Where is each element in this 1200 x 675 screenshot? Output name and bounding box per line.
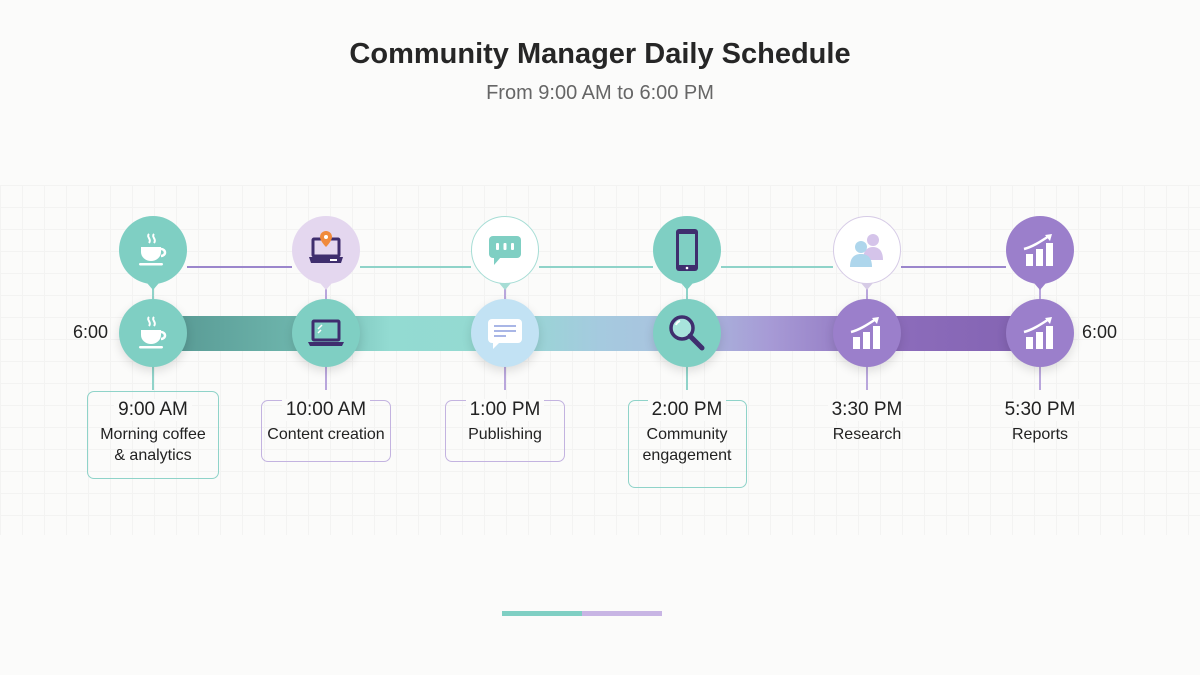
growth-chart-icon [1020,313,1060,353]
card-frame [87,391,219,479]
page-subtitle: From 9:00 AM to 6:00 PM [486,82,714,104]
schedule-card: 10:00 AM Content creation [261,391,391,462]
activity-label: Community engagement [642,426,732,464]
pin-pointer [861,283,873,290]
stem-line [152,366,154,390]
timeline-node-5[interactable] [833,299,901,367]
activity-label: Publishing [468,426,542,443]
schedule-card: 2:00 PM Community engagement [627,391,747,488]
time-label: 10:00 AM [281,399,371,421]
coffee-cup-icon [133,313,173,353]
activity-label: Reports [1011,426,1069,443]
time-label: 2:00 PM [647,399,727,421]
stem-line [504,366,506,390]
stem-line [325,366,327,390]
timeline-node-2[interactable] [292,299,360,367]
timeline-node-6[interactable] [1006,299,1074,367]
connector-line [539,266,653,268]
time-label: 3:30 PM [827,399,907,421]
start-time-label: 6:00 [73,322,109,342]
timeline-node-1[interactable] [119,299,187,367]
end-time-label: 6:00 [1082,322,1118,342]
stem-line [686,366,688,390]
accent-bar-purple [582,611,662,616]
pin-pointer [499,283,511,290]
stem-line [866,366,868,390]
chat-bubble-dots-icon [485,230,525,270]
connector-line [187,266,292,268]
connector-line [721,266,833,268]
pin-pointer [681,283,693,290]
background-grid [0,185,1200,535]
schedule-card: 9:00 AM Morning coffee & analytics [87,391,219,479]
top-node-4 [653,216,721,284]
timeline-node-4[interactable] [653,299,721,367]
page-title: Community Manager Daily Schedule [349,38,851,70]
stem-line [1039,366,1041,390]
schedule-card: 5:30 PM Reports [975,391,1105,462]
laptop-location-pin-icon [305,229,347,271]
coffee-cup-icon [133,230,173,270]
activity-label: Research [832,426,902,443]
connector-line [360,266,471,268]
stem-line [325,284,327,300]
accent-bar-teal [502,611,582,616]
time-label: 5:30 PM [1000,399,1080,421]
schedule-card: 3:30 PM Research [802,391,932,462]
laptop-icon [304,313,348,353]
connector-line [901,266,1006,268]
timeline-node-3[interactable] [471,299,539,367]
top-node-1 [119,216,187,284]
smartphone-icon [672,227,702,273]
schedule-card: 1:00 PM Publishing [445,391,565,462]
stem-line [1039,284,1041,300]
activity-label: Content creation [267,426,385,443]
stem-line [686,284,688,300]
pin-pointer [1034,283,1046,290]
magnifier-icon [665,311,709,355]
top-node-2 [292,216,360,284]
growth-chart-icon [847,313,887,353]
time-label: 1:00 PM [465,399,545,421]
stem-line [866,284,868,300]
activity-label: Morning coffee & analytics [100,426,206,464]
top-node-5 [833,216,901,284]
stem-line [152,284,154,300]
top-node-3 [471,216,539,284]
pin-pointer [320,283,332,290]
pin-pointer [147,283,159,290]
stem-line [504,284,506,300]
growth-chart-icon [1020,230,1060,270]
message-icon [484,313,526,353]
top-node-6 [1006,216,1074,284]
users-icon [845,230,889,270]
time-label: 9:00 AM [114,399,192,421]
